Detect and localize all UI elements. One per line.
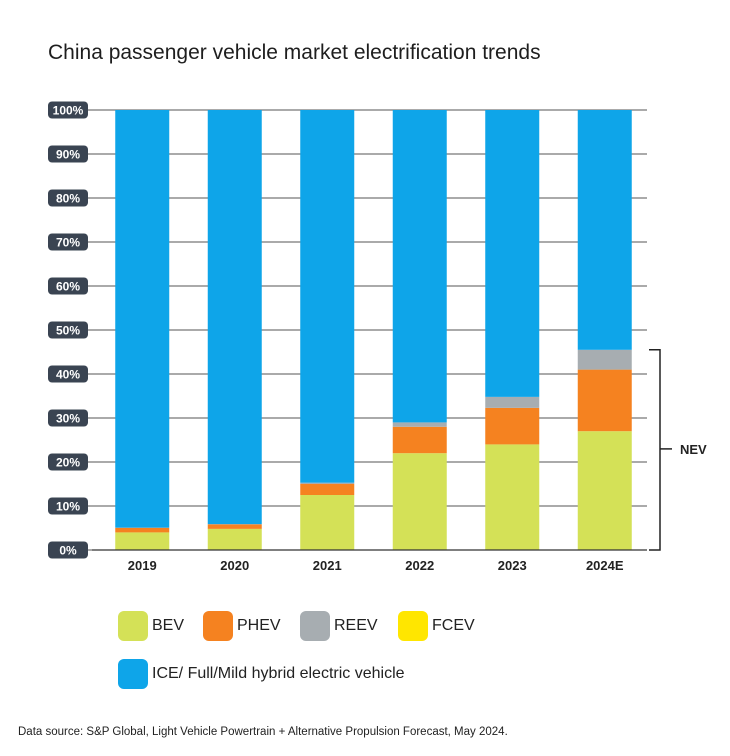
svg-text:70%: 70% xyxy=(56,236,80,250)
bar-segment-reev-2022 xyxy=(392,422,447,427)
legend-swatch-ice-full-mild-hybrid-electric-vehicle xyxy=(118,659,148,689)
bar-segment-phev-2023 xyxy=(485,407,540,445)
bar-segment-phev-2024e xyxy=(577,369,632,432)
chart-area: 2019 2020 2021 2022 2023 2024E 0% 10% 20% 30% 40% 5… xyxy=(48,101,707,573)
bar-segment-reev-2021 xyxy=(300,482,355,484)
bar-segment-bev-2022 xyxy=(392,453,447,550)
bar-segment-ice-full-mild-hybrid-electric-vehicle-2021 xyxy=(300,110,355,483)
bar-segment-ice-full-mild-hybrid-electric-vehicle-2020 xyxy=(207,110,262,525)
svg-text:50%: 50% xyxy=(56,324,80,338)
bar-segment-reev-2024e xyxy=(577,349,632,370)
legend-swatch-bev xyxy=(118,611,148,641)
legend-swatch-reev xyxy=(300,611,330,641)
bar-segment-bev-2021 xyxy=(300,495,355,550)
y-tick-label: 0% xyxy=(48,541,88,559)
svg-text:10%: 10% xyxy=(56,500,80,514)
y-tick-label: 100% xyxy=(48,101,88,119)
bar-segment-bev-2024e xyxy=(577,431,632,550)
y-tick-label: 90% xyxy=(48,145,88,163)
legend-label: PHEV xyxy=(237,617,281,634)
bar-segment-ice-full-mild-hybrid-electric-vehicle-2019 xyxy=(115,110,170,528)
nev-label: NEV xyxy=(680,442,707,457)
legend-label: REEV xyxy=(334,617,378,634)
bar-segment-reev-2023 xyxy=(485,396,540,408)
y-tick-label: 60% xyxy=(48,277,88,295)
svg-text:90%: 90% xyxy=(56,148,80,162)
x-tick-label: 2020 xyxy=(220,558,249,573)
y-tick-label: 80% xyxy=(48,189,88,207)
svg-text:60%: 60% xyxy=(56,280,80,294)
y-tick-label: 30% xyxy=(48,409,88,427)
legend-swatch-fcev xyxy=(398,611,428,641)
svg-text:100%: 100% xyxy=(53,104,84,118)
svg-text:40%: 40% xyxy=(56,368,80,382)
legend-label: ICE/ Full/Mild hybrid electric vehicle xyxy=(152,665,405,682)
y-tick-label: 50% xyxy=(48,321,88,339)
legend-label: BEV xyxy=(152,617,185,634)
bar-segment-bev-2020 xyxy=(207,528,262,550)
bar-segment-ice-full-mild-hybrid-electric-vehicle-2023 xyxy=(485,110,540,397)
x-tick-label: 2024E xyxy=(586,558,624,573)
bar-segment-bev-2019 xyxy=(115,532,170,550)
x-tick-label: 2019 xyxy=(128,558,157,573)
legend-label: FCEV xyxy=(432,617,475,634)
y-tick-label: 20% xyxy=(48,453,88,471)
bar-segment-bev-2023 xyxy=(485,444,540,550)
svg-text:0%: 0% xyxy=(59,544,77,558)
bar-segment-phev-2020 xyxy=(207,524,262,529)
bar-segment-ice-full-mild-hybrid-electric-vehicle-2022 xyxy=(392,110,447,423)
x-tick-label: 2022 xyxy=(405,558,434,573)
y-tick-label: 70% xyxy=(48,233,88,251)
svg-text:20%: 20% xyxy=(56,456,80,470)
x-tick-label: 2023 xyxy=(498,558,527,573)
y-tick-label: 40% xyxy=(48,365,88,383)
nev-bracket xyxy=(649,349,661,551)
data-source-note: Data source: S&P Global, Light Vehicle P… xyxy=(18,726,508,738)
chart-title: China passenger vehicle market electrifi… xyxy=(48,41,541,64)
svg-text:30%: 30% xyxy=(56,412,80,426)
bar-segment-ice-full-mild-hybrid-electric-vehicle-2024e xyxy=(577,110,632,350)
legend-swatch-phev xyxy=(203,611,233,641)
x-tick-label: 2021 xyxy=(313,558,342,573)
bar-segment-phev-2022 xyxy=(392,426,447,454)
svg-text:80%: 80% xyxy=(56,192,80,206)
bar-segment-phev-2021 xyxy=(300,484,355,495)
y-tick-label: 10% xyxy=(48,497,88,515)
bar-segment-phev-2019 xyxy=(115,528,170,533)
